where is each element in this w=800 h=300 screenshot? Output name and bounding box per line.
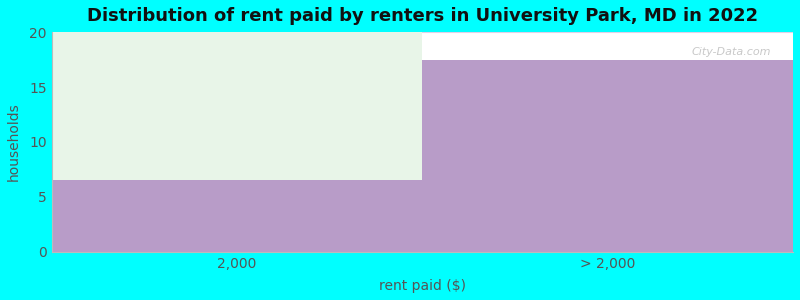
Bar: [52, 180, 422, 252]
Text: City-Data.com: City-Data.com: [691, 47, 771, 57]
X-axis label: rent paid ($): rent paid ($): [379, 279, 466, 293]
Title: Distribution of rent paid by renters in University Park, MD in 2022: Distribution of rent paid by renters in …: [87, 7, 758, 25]
Bar: [52, 32, 422, 180]
Bar: [422, 59, 793, 252]
Y-axis label: households: households: [7, 103, 21, 181]
